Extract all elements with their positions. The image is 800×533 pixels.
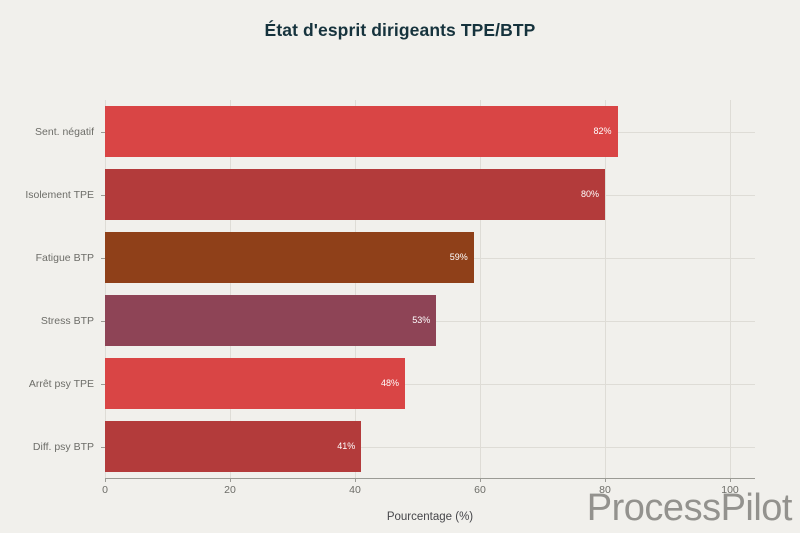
x-axis-line <box>105 478 755 479</box>
bar-1[interactable]: 82% <box>105 106 618 157</box>
x-tick-label: 100 <box>721 484 739 496</box>
y-tick-mark <box>101 320 105 322</box>
bar-value-label: 48% <box>380 378 399 389</box>
bar-5[interactable]: 48% <box>105 358 405 409</box>
bar-row: 53% <box>105 295 755 346</box>
bar-4[interactable]: 53% <box>105 295 437 346</box>
page-title: État d'esprit dirigeants TPE/BTP <box>264 20 536 40</box>
y-tick-mark <box>101 131 105 133</box>
y-tick-label: Diff. psy BTP <box>32 440 94 453</box>
y-tick-label: Fatigue BTP <box>35 251 94 264</box>
bar-value-label: 82% <box>593 126 612 137</box>
bar-value-label: 41% <box>337 441 356 452</box>
bar-value-label: 59% <box>449 252 468 263</box>
bar-6[interactable]: 41% <box>105 421 362 472</box>
bar-value-label: 53% <box>412 315 431 326</box>
y-tick-label: Isolement TPE <box>25 188 94 201</box>
y-tick-mark <box>101 257 105 259</box>
x-tick-mark <box>480 478 481 482</box>
bar-row: 59% <box>105 232 755 283</box>
bar-2[interactable]: 80% <box>105 169 605 220</box>
x-tick-mark <box>355 478 356 482</box>
bar-row: 80% <box>105 169 755 220</box>
plot-area: 82% 80% 59% 53% 48% 41% <box>105 100 755 478</box>
x-tick-label: 0 <box>102 484 108 496</box>
y-tick-label: Arrêt psy TPE <box>28 377 94 390</box>
y-tick-label: Stress BTP <box>40 314 94 327</box>
bar-row: 41% <box>105 421 755 472</box>
bar-series: 82% 80% 59% 53% 48% 41% <box>105 100 755 478</box>
x-tick-mark <box>730 478 731 482</box>
bar-row: 82% <box>105 106 755 157</box>
bar-row: 48% <box>105 358 755 409</box>
bar-value-label: 80% <box>580 189 599 200</box>
x-axis-title: Pourcentage (%) <box>386 511 474 523</box>
x-tick-mark <box>605 478 606 482</box>
y-axis-title: Indicateurs <box>0 260 3 318</box>
y-tick-mark <box>101 446 105 448</box>
x-tick-mark <box>230 478 231 482</box>
x-tick-label: 80 <box>599 484 611 496</box>
y-tick-label: Sent. négatif <box>35 125 94 138</box>
y-tick-mark <box>101 383 105 385</box>
x-tick-label: 40 <box>349 484 361 496</box>
y-tick-mark <box>101 194 105 196</box>
x-tick-mark <box>105 478 106 482</box>
x-tick-label: 20 <box>224 484 236 496</box>
bar-3[interactable]: 59% <box>105 232 474 283</box>
watermark-logo: ProcessPilot <box>586 487 793 529</box>
x-tick-label: 60 <box>474 484 486 496</box>
